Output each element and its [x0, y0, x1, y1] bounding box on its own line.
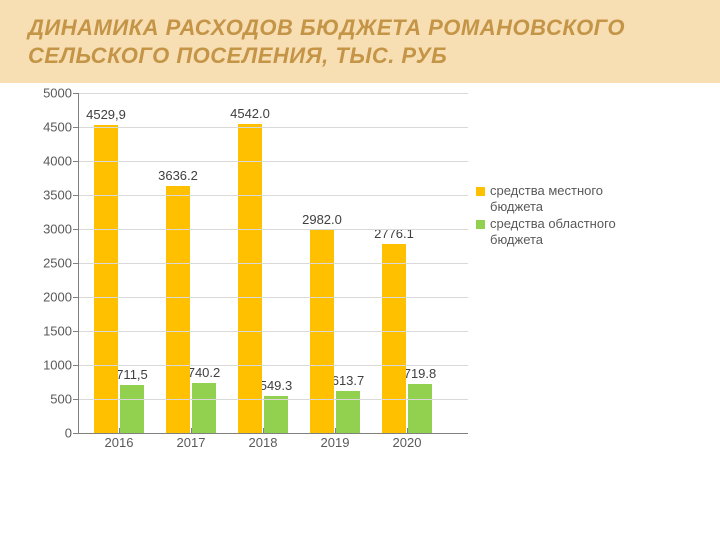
bar-group [166, 186, 216, 433]
legend-item: средства областного бюджета [476, 216, 626, 249]
y-tick-label: 4000 [43, 154, 72, 169]
value-label: 4542.0 [226, 106, 274, 121]
legend-label: средства местного бюджета [490, 183, 626, 216]
legend-swatch [476, 220, 485, 229]
y-tick-label: 1000 [43, 358, 72, 373]
y-tick-label: 0 [65, 426, 72, 441]
y-tick-label: 4500 [43, 120, 72, 135]
x-tick-label: 2018 [249, 435, 278, 450]
x-tick-label: 2017 [177, 435, 206, 450]
x-axis: 2016 2017 2018 2019 2020 [78, 433, 468, 453]
bar-local [238, 124, 262, 433]
legend-item: средства местного бюджета [476, 183, 626, 216]
bar-regional [408, 384, 432, 433]
y-axis: 0500100015002000250030003500400045005000 [30, 93, 78, 433]
gridline [78, 399, 468, 400]
y-tick-label: 1500 [43, 324, 72, 339]
x-tick-label: 2020 [393, 435, 422, 450]
y-tick-label: 2000 [43, 290, 72, 305]
legend-label: средства областного бюджета [490, 216, 626, 249]
y-axis-line [78, 93, 79, 433]
gridline [78, 331, 468, 332]
page-title: ДИНАМИКА РАСХОДОВ БЮДЖЕТА РОМАНОВСКОГО С… [28, 14, 692, 69]
bar-chart: 0500100015002000250030003500400045005000… [30, 93, 468, 453]
value-label: 4529,9 [82, 107, 130, 122]
x-axis-line [78, 433, 468, 434]
bar-regional [336, 391, 360, 433]
y-tick-label: 3000 [43, 222, 72, 237]
bar-local [94, 125, 118, 433]
value-label: 3636.2 [154, 168, 202, 183]
bar-group [382, 244, 432, 433]
legend-swatch [476, 187, 485, 196]
x-tick-label: 2019 [321, 435, 350, 450]
bar-local [166, 186, 190, 433]
bar-group [238, 124, 288, 433]
chart-area: 0500100015002000250030003500400045005000… [30, 93, 720, 453]
gridline [78, 365, 468, 366]
gridline [78, 93, 468, 94]
title-band: ДИНАМИКА РАСХОДОВ БЮДЖЕТА РОМАНОВСКОГО С… [0, 0, 720, 83]
gridline [78, 127, 468, 128]
y-tick-label: 2500 [43, 256, 72, 271]
gridline [78, 229, 468, 230]
bar-regional [264, 396, 288, 433]
y-tick-label: 3500 [43, 188, 72, 203]
y-tick-label: 500 [50, 392, 72, 407]
x-tick-label: 2016 [105, 435, 134, 450]
gridline [78, 161, 468, 162]
legend: средства местного бюджетасредства област… [476, 183, 626, 248]
value-label: 2982.0 [298, 212, 346, 227]
bar-regional [120, 385, 144, 433]
bar-regional [192, 383, 216, 433]
gridline [78, 195, 468, 196]
gridline [78, 263, 468, 264]
gridline [78, 297, 468, 298]
bar-local [382, 244, 406, 433]
y-tick-label: 5000 [43, 86, 72, 101]
bar-group [94, 125, 144, 433]
